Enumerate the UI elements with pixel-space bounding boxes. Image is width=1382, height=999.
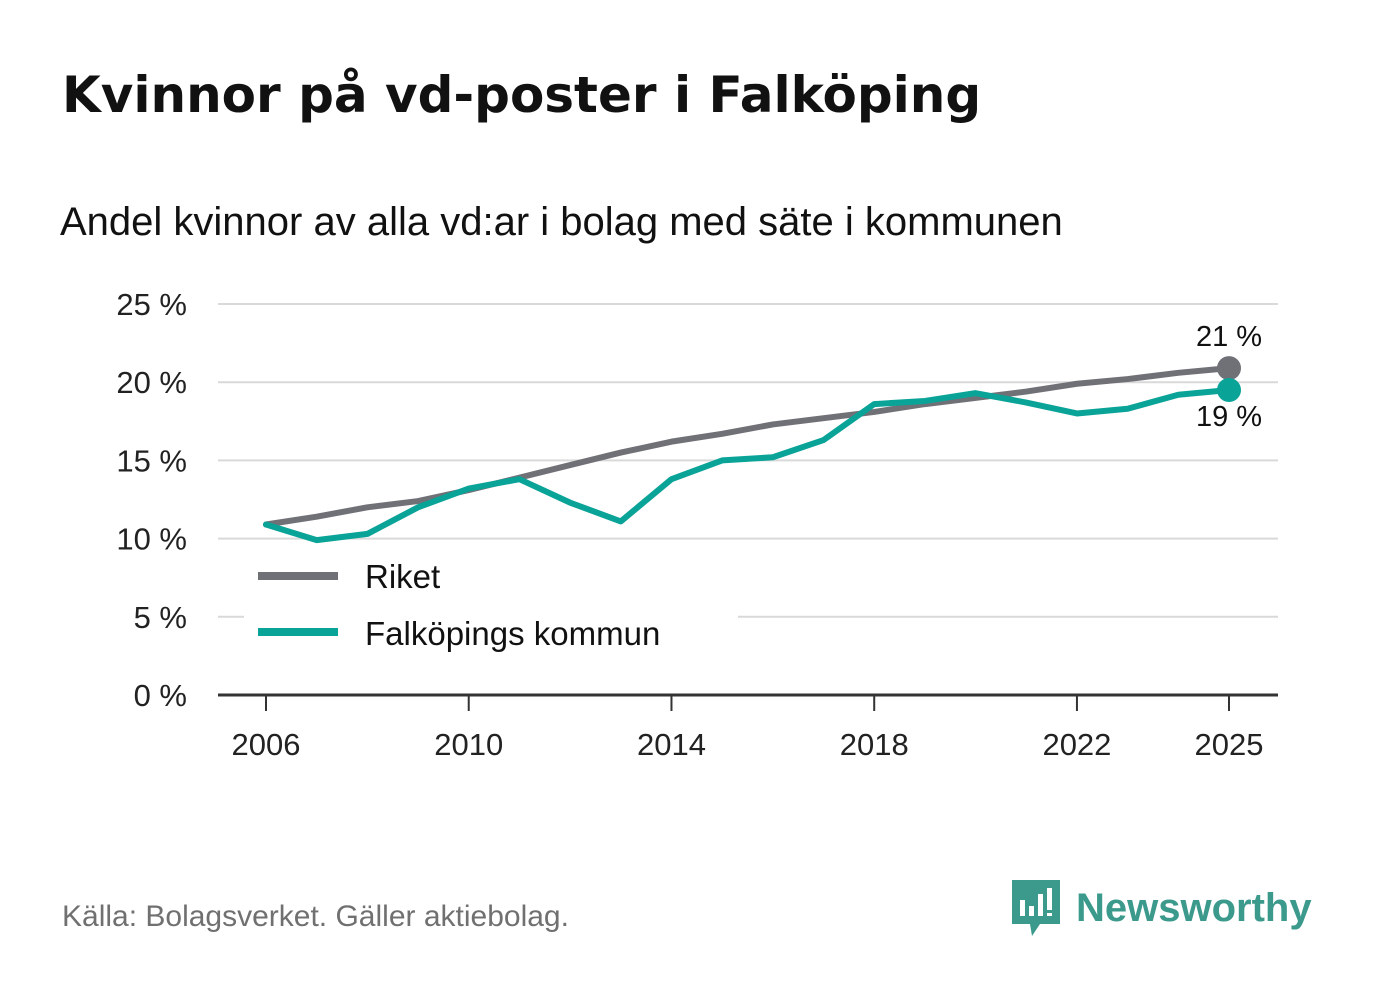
legend-background [244,548,738,666]
series-line-riket [263,365,1232,528]
brand-logo: Newsworthy [1010,878,1312,938]
x-tick-label-2010: 2010 [434,727,503,762]
source-note: Källa: Bolagsverket. Gäller aktiebolag. [62,900,569,933]
endpoint-marker-riket [1217,356,1241,381]
newsworthy-logo-icon [1012,880,1060,936]
chart-subtitle: Andel kvinnor av alla vd:ar i bolag med … [60,200,1063,244]
y-tick-label-15: 15 % [116,443,187,478]
y-axis-ticks: 0 % 5 % 10 % 15 % 20 % 25 % [116,287,187,713]
series-endpoints: 21 % 19 % [1196,321,1262,433]
endpoint-label-riket: 21 % [1196,321,1262,353]
x-tick-label-2018: 2018 [840,727,909,762]
series-line-falkoping [263,387,1232,544]
x-tick-label-2006: 2006 [232,727,301,762]
chart-title: Kvinnor på vd-poster i Falköping [62,66,982,124]
legend: Riket Falköpings kommun [244,548,738,666]
endpoint-label-falkoping: 19 % [1196,401,1262,433]
y-tick-label-5: 5 % [134,600,187,635]
series-lines [263,365,1232,544]
brand-name: Newsworthy [1076,885,1312,930]
endpoint-marker-falkoping [1217,378,1241,403]
x-tick-label-2025: 2025 [1195,727,1264,762]
x-tick-label-2014: 2014 [637,727,706,762]
y-tick-label-0: 0 % [134,678,187,713]
y-tick-label-10: 10 % [116,522,187,557]
y-tick-label-20: 20 % [116,365,187,400]
legend-label-falkoping: Falköpings kommun [365,615,660,652]
x-axis-ticks: 2006 2010 2014 2018 2022 2025 [232,695,1264,762]
x-tick-label-2022: 2022 [1042,727,1111,762]
legend-label-riket: Riket [365,558,440,595]
y-tick-label-25: 25 % [116,287,187,322]
